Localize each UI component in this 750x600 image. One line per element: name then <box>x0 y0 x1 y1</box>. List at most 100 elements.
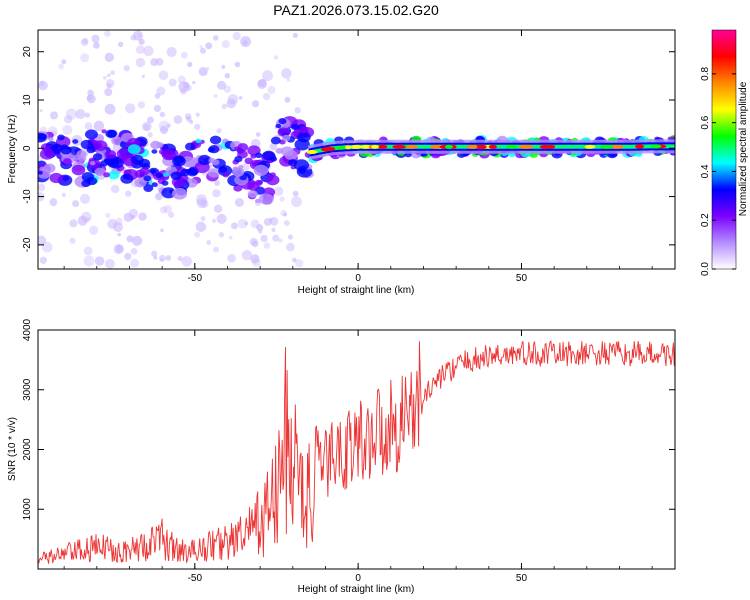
heatmap-noise-blob <box>159 111 166 118</box>
heatmap-cell <box>297 131 311 143</box>
heatmap-noise-blob <box>75 108 86 120</box>
heatmap-noise-blob <box>69 219 78 228</box>
heatmap-noise-blob <box>269 142 278 151</box>
heatmap-cell <box>265 174 280 186</box>
heatmap-cell <box>143 175 152 182</box>
heatmap-noise-blob <box>286 78 291 82</box>
heatmap-cell <box>250 154 257 159</box>
heatmap-noise-blob <box>87 89 94 97</box>
heatmap-noise-blob <box>186 115 191 121</box>
heatmap-noise-blob <box>269 216 279 226</box>
heatmap-x-tick-label: -50 <box>188 273 203 284</box>
heatmap-noise-blob <box>65 108 77 120</box>
heatmap-noise-blob <box>221 64 226 69</box>
heatmap-cell <box>89 161 96 166</box>
heatmap-cell <box>288 159 298 167</box>
heatmap-noise-blob <box>216 80 227 91</box>
heatmap-noise-blob <box>110 70 115 76</box>
heatmap-noise-blob <box>160 228 164 233</box>
heatmap-noise-blob <box>223 85 232 93</box>
heatmap-cell <box>278 118 287 125</box>
heatmap-hotspot <box>539 144 551 149</box>
heatmap-noise-blob <box>251 100 260 108</box>
heatmap-noise-blob <box>153 255 158 260</box>
heatmap-noise-blob <box>292 190 299 197</box>
heatmap-noise-blob <box>110 184 120 194</box>
heatmap-cell <box>86 146 96 154</box>
heatmap-cell <box>81 179 91 188</box>
heatmap-noise-blob <box>153 104 162 113</box>
heatmap-cell <box>93 140 108 151</box>
heatmap-cell <box>103 172 110 178</box>
heatmap-noise-blob <box>263 242 271 249</box>
heatmap-noise-blob <box>192 80 196 85</box>
heatmap-noise-blob <box>181 256 192 267</box>
heatmap-noise-blob <box>49 111 59 120</box>
colorbar-tick-label: 0.2 <box>700 213 711 227</box>
heatmap-noise-blob <box>250 254 260 264</box>
heatmap-cell <box>101 129 107 134</box>
heatmap-noise-blob <box>194 231 201 238</box>
heatmap-noise-blob <box>130 34 137 41</box>
heatmap-noise-blob <box>142 121 152 132</box>
heatmap-cell <box>269 156 278 162</box>
heatmap-cell <box>161 187 176 199</box>
heatmap-noise-blob <box>39 256 48 265</box>
heatmap-noise-blob <box>195 221 207 233</box>
heatmap-cell <box>163 172 170 177</box>
heatmap-noise-blob <box>279 196 285 202</box>
heatmap-noise-blob <box>61 59 67 65</box>
heatmap-noise-blob <box>211 218 217 224</box>
heatmap-noise-blob <box>158 120 170 132</box>
heatmap-noise-blob <box>213 93 218 98</box>
heatmap-noise-blob <box>58 63 64 70</box>
heatmap-noise-blob <box>143 45 154 57</box>
heatmap-cell <box>247 181 260 191</box>
heatmap-noise-blob <box>267 85 276 94</box>
heatmap-noise-blob <box>216 213 227 224</box>
heatmap-noise-blob <box>237 218 248 229</box>
heatmap-noise-blob <box>151 250 158 257</box>
heatmap-noise-blob <box>278 238 283 243</box>
heatmap-noise-blob <box>147 132 153 138</box>
heatmap-noise-blob <box>163 205 173 214</box>
heatmap-cell <box>143 184 154 192</box>
heatmap-noise-blob <box>256 224 264 232</box>
heatmap-x-axis-title: Height of straight line (km) <box>298 285 415 296</box>
heatmap-cell <box>85 129 98 140</box>
heatmap-noise-blob <box>295 259 304 268</box>
heatmap-noise-blob <box>273 186 284 196</box>
heatmap-axes: -50 0 50 -20 -10 0 10 20 <box>22 30 675 284</box>
heatmap-cell <box>155 172 163 179</box>
heatmap-cell <box>275 123 282 129</box>
heatmap-y-tick-label: 10 <box>22 94 33 106</box>
heatmap-noise-blob <box>155 192 163 201</box>
heatmap-hotspot <box>320 147 332 152</box>
heatmap-noise-blob <box>91 34 100 43</box>
heatmap-noise-blob <box>199 47 207 54</box>
heatmap-noise-blob <box>182 82 190 89</box>
heatmap-noise-blob <box>271 227 276 233</box>
heatmap-cell <box>71 164 86 176</box>
heatmap-noise-blob <box>80 53 90 63</box>
heatmap-noise-blob <box>131 235 143 246</box>
heatmap-cell <box>258 193 274 205</box>
heatmap-noise-blob <box>94 256 105 266</box>
heatmap-noise-blob <box>80 38 89 47</box>
heatmap-noise-blob <box>137 101 146 109</box>
heatmap-noise-blob <box>198 67 208 77</box>
heatmap-noise-blob <box>212 189 221 198</box>
heatmap-noise-blob <box>231 222 239 230</box>
heatmap-noise-blob <box>180 88 187 95</box>
heatmap-cell <box>209 135 222 145</box>
heatmap-noise-blob <box>154 93 161 99</box>
heatmap-cell <box>120 173 134 184</box>
heatmap-marks <box>38 30 675 269</box>
heatmap-noise-blob <box>177 256 183 262</box>
heatmap-noise-blob <box>238 95 243 100</box>
heatmap-cell <box>38 133 47 141</box>
heatmap-noise-blob <box>77 215 88 226</box>
heatmap-noise-blob <box>244 221 249 226</box>
heatmap-noise-blob <box>287 234 294 240</box>
heatmap-noise-blob <box>212 35 219 41</box>
